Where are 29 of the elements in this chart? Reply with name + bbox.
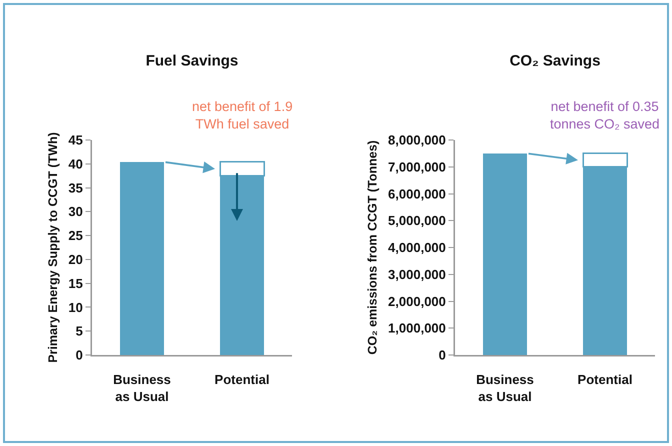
y-tick-label: 20 (68, 252, 83, 267)
y-tick-label: 2,000,000 (388, 294, 446, 309)
y-tick-label: 6,000,000 (388, 186, 446, 202)
y-tick-label: 5 (76, 324, 83, 339)
x-tick-label: Business as Usual (476, 372, 534, 404)
y-tick-label: 4,000,000 (388, 240, 446, 256)
x-tick-label: Business as Usual (113, 372, 171, 404)
text: net benefit of 1.9 TWh fuel saved (192, 99, 293, 132)
y-tick-label: 3,000,000 (388, 266, 446, 282)
y-tick-label: 30 (68, 204, 83, 220)
y-tick-label: 1,000,000 (388, 320, 446, 336)
y-tick-label: 0 (438, 348, 446, 363)
chart-title: Fuel Savings (146, 52, 238, 70)
y-tick-label: 35 (68, 180, 83, 196)
text: net benefit of 0.35 tonnes CO₂ saved (550, 99, 660, 132)
x-tick-label: Potential (214, 372, 270, 388)
y-tick-label: 15 (68, 276, 83, 291)
y-tick-label: 45 (68, 132, 83, 148)
y-tick-label: 0 (76, 348, 83, 363)
y-tick-label: 25 (68, 228, 83, 244)
y-tick-label: 7,000,000 (388, 159, 446, 174)
x-tick-label: Potential (578, 372, 632, 388)
y-tick-label: 40 (68, 156, 83, 172)
y-axis-title: Primary Energy Supply to CCGT (TWh) (46, 132, 60, 363)
y-axis-title: CO₂ emissions from CCGT (Tonnes) (365, 140, 380, 355)
y-tick-label: 8,000,000 (388, 132, 446, 148)
chart-title: CO₂ Savings (510, 52, 600, 70)
y-tick-label: 10 (68, 300, 83, 315)
y-tick-label: 5,000,000 (388, 213, 446, 228)
